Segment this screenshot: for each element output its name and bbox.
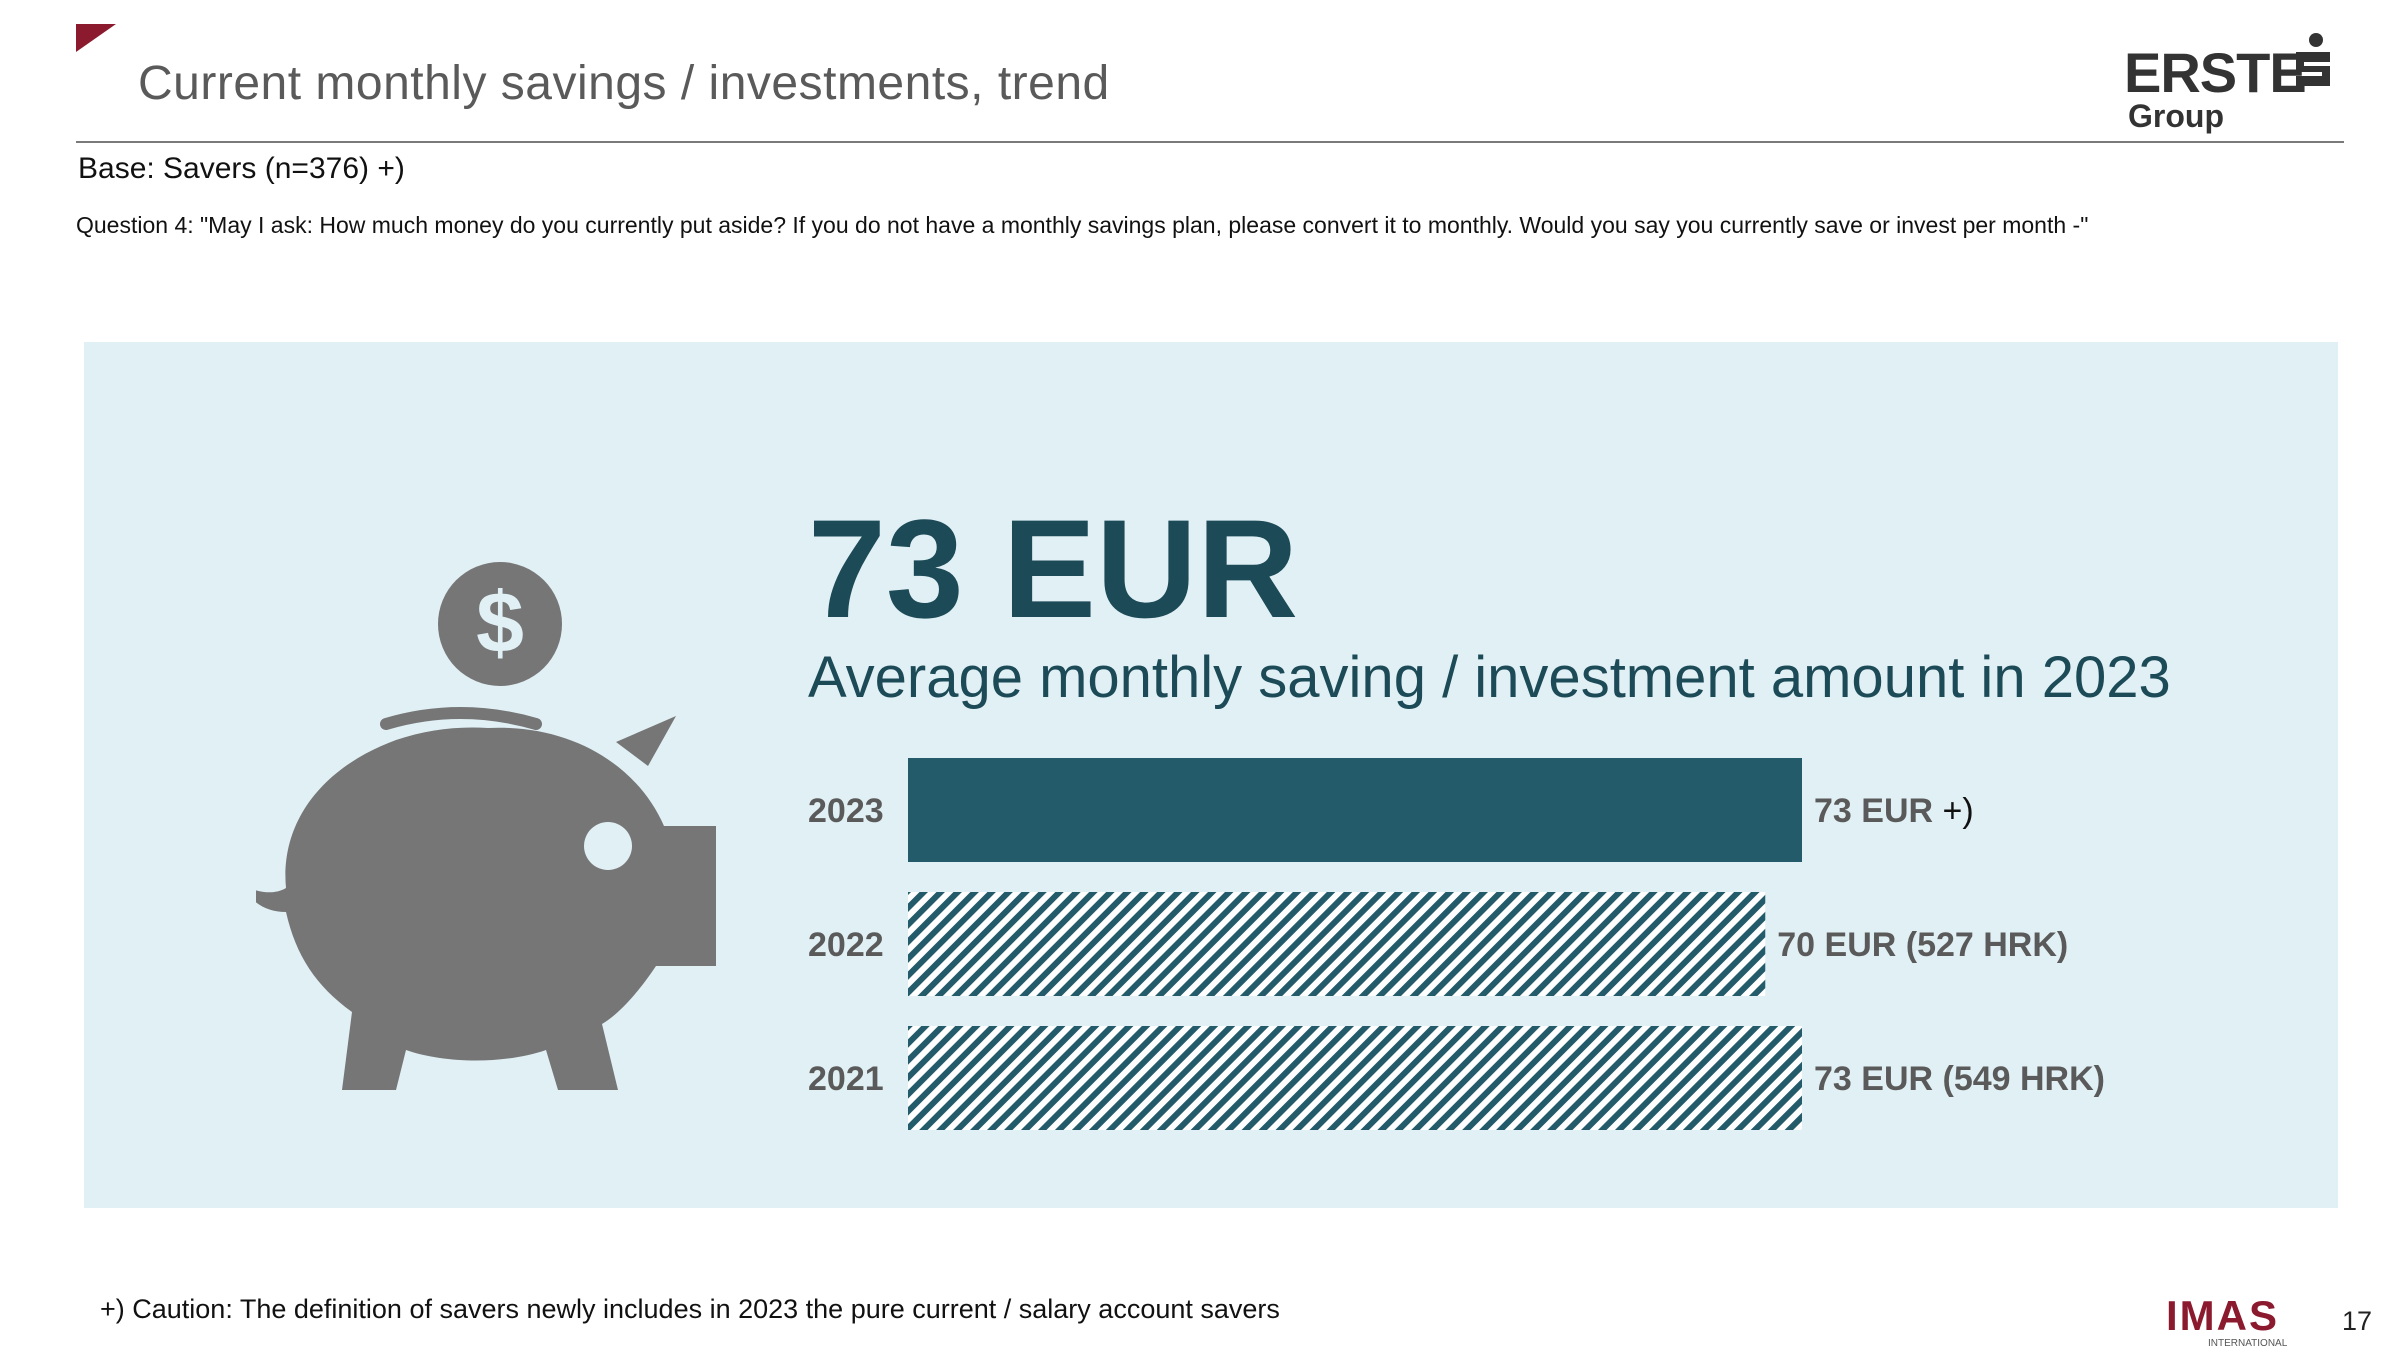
imas-logo: IMAS INTERNATIONAL	[2166, 1292, 2288, 1349]
bar-2023	[908, 758, 1802, 862]
year-label: 2022	[808, 926, 884, 964]
title-divider	[76, 141, 2344, 143]
savings-bar-chart: 2023 73 EUR +) 2022 70 EUR (527 HRK) 2021 73 …	[808, 758, 2105, 1130]
erste-group-logo: ERSTE Group	[2124, 32, 2340, 136]
dollar-coin-icon	[438, 562, 562, 686]
corner-accent-mark	[76, 24, 116, 52]
highlight-label: Average monthly saving / investment amou…	[808, 645, 2171, 710]
footnote-caution: +) Caution: The definition of savers new…	[100, 1294, 1280, 1324]
sparkasse-s-icon	[2296, 33, 2330, 86]
svg-text:$: $	[476, 575, 524, 671]
page-number: 17	[2342, 1306, 2373, 1336]
bar-value-label: 73 EUR (549 HRK)	[1814, 1060, 2105, 1098]
base-note: Base: Savers (n=376) +)	[78, 152, 405, 185]
question-text: Question 4: "May I ask: How much money d…	[76, 212, 2089, 238]
imas-logo-sub: INTERNATIONAL	[2208, 1338, 2288, 1349]
bar-value-label: 70 EUR (527 HRK)	[1777, 926, 2068, 964]
bar-value-label: 73 EUR +)	[1814, 792, 1974, 830]
slide-title: Current monthly savings / investments, t…	[138, 57, 1110, 110]
erste-logo-group: Group	[2128, 98, 2224, 134]
bar-2022	[908, 892, 1766, 996]
erste-logo-word: ERSTE	[2124, 41, 2307, 104]
bar-2021	[908, 1026, 1802, 1130]
year-label: 2023	[808, 792, 884, 830]
imas-logo-word: IMAS	[2166, 1292, 2279, 1339]
bar-value-note: +)	[1933, 792, 1974, 830]
piggy-bank-icon: $	[256, 562, 716, 1090]
year-label: 2021	[808, 1060, 884, 1098]
highlight-value: 73 EUR	[808, 490, 1299, 647]
